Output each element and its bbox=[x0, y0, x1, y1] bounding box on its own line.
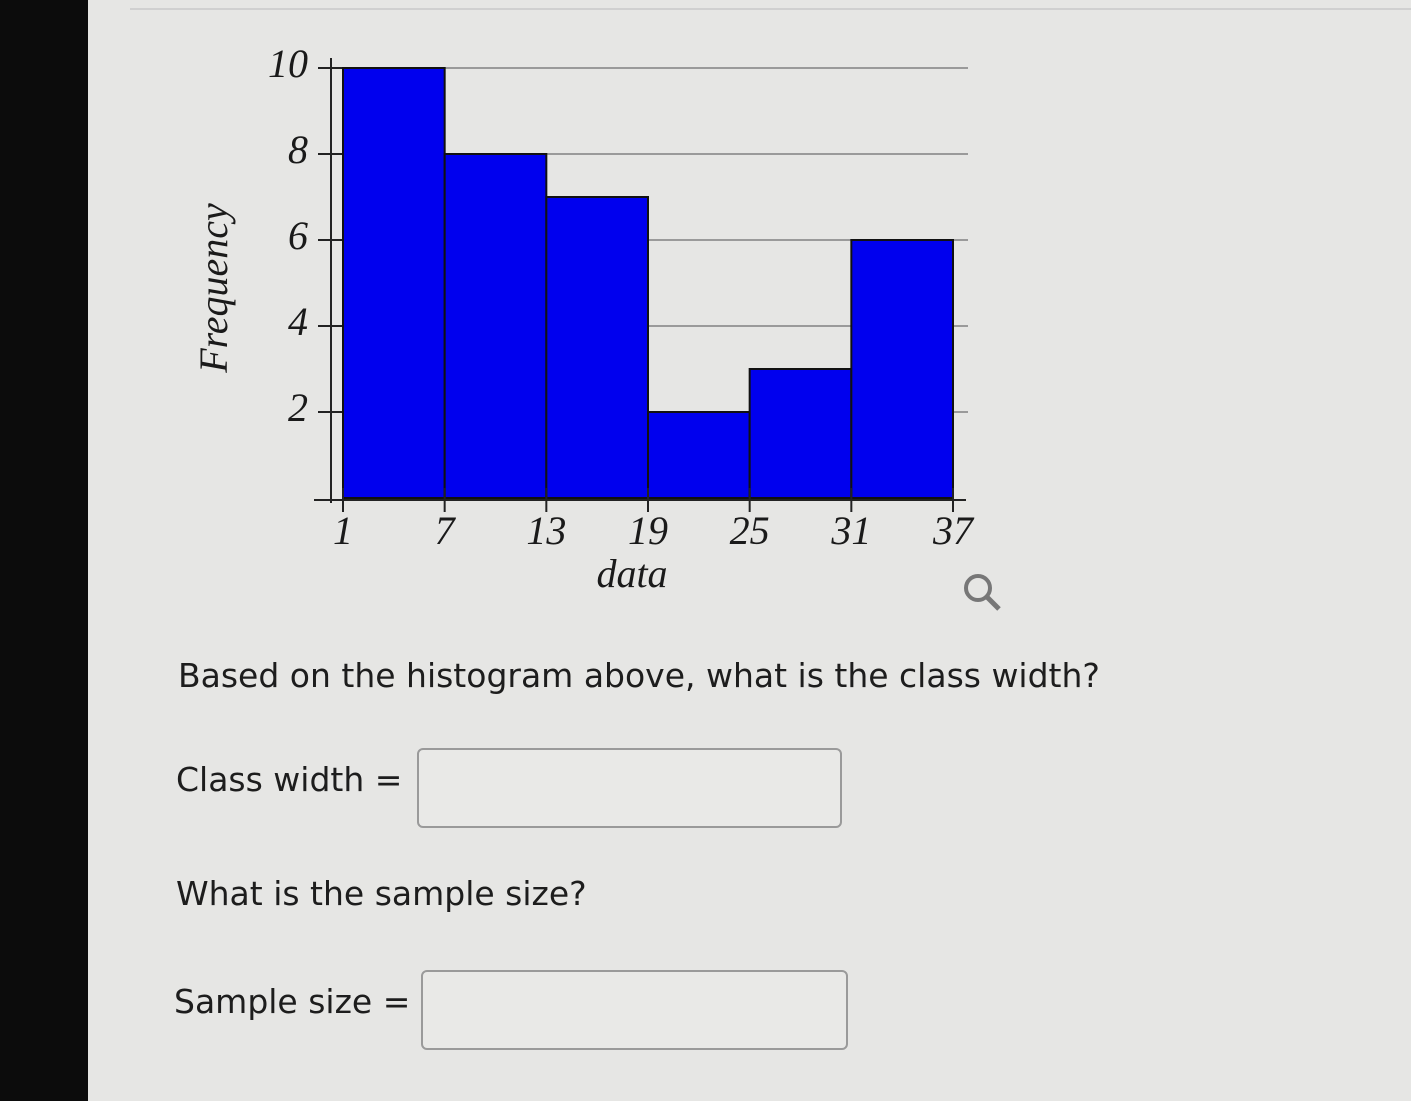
divider bbox=[130, 8, 1411, 10]
bar bbox=[545, 196, 649, 499]
x-tick-label: 1 bbox=[333, 508, 353, 553]
x-tick-label: 7 bbox=[435, 508, 457, 553]
y-tick-label: 2 bbox=[288, 385, 308, 430]
zoom-icon[interactable] bbox=[964, 574, 1001, 611]
y-tick-label: 4 bbox=[288, 299, 308, 344]
answer-input[interactable] bbox=[421, 970, 848, 1050]
bar bbox=[748, 368, 853, 499]
x-tick-label: 25 bbox=[730, 508, 770, 553]
x-tick-label: 19 bbox=[628, 508, 668, 553]
y-tick-label: 10 bbox=[268, 41, 308, 86]
question-text: Based on the histogram above, what is th… bbox=[178, 656, 1100, 695]
y-axis-label: Frequency bbox=[191, 203, 236, 374]
side-bar bbox=[0, 0, 88, 1101]
x-tick-label: 31 bbox=[830, 508, 871, 553]
bar bbox=[647, 411, 751, 499]
bar bbox=[342, 67, 446, 499]
bar bbox=[850, 239, 954, 499]
input-label: Sample size = bbox=[174, 982, 411, 1021]
x-tick-label: 13 bbox=[526, 508, 566, 553]
y-tick-label: 6 bbox=[288, 213, 308, 258]
x-tick-label: 37 bbox=[932, 508, 975, 553]
y-tick-label: 8 bbox=[288, 127, 308, 172]
input-label: Class width = bbox=[176, 760, 403, 799]
bar bbox=[443, 153, 548, 499]
x-axis-label: data bbox=[596, 551, 667, 596]
chart: Frequency data 2 4 6 8 10 1 7 13 19 25 31 37 bbox=[191, 41, 1001, 611]
question-text: What is the sample size? bbox=[176, 874, 587, 913]
answer-input[interactable] bbox=[417, 748, 842, 828]
